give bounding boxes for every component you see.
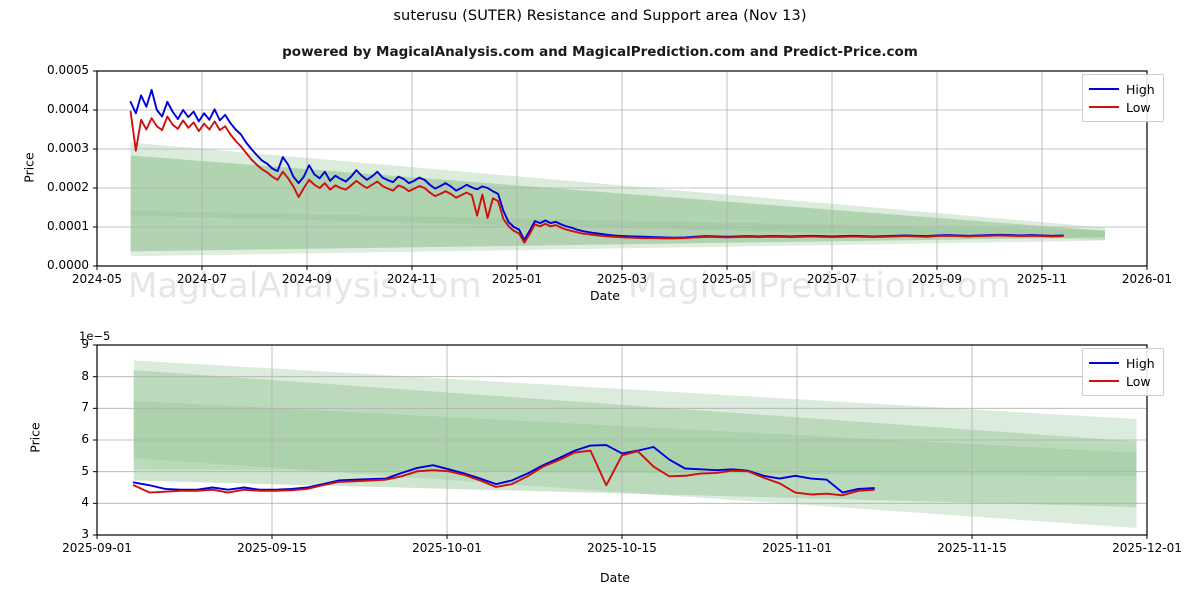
y-tick-label: 6 [81,432,89,446]
bottom-legend[interactable]: High Low [1082,348,1164,396]
y-tick-label: 0.0002 [47,180,89,194]
series-line-low [132,449,875,497]
page-title: suterusu (SUTER) Resistance and Support … [393,8,807,24]
top-legend[interactable]: High Low [1082,74,1164,122]
x-tick-label: 2025-11-01 [762,541,832,555]
y-tick-label: 7 [81,400,89,415]
legend-item-low[interactable]: Low [1089,98,1155,116]
series-line-low [129,110,1064,244]
legend-item-high-bottom[interactable]: High [1089,354,1155,372]
x-tick-label: 2026-01 [1121,272,1173,286]
x-tick-label: 2025-11-15 [937,541,1007,555]
x-tick-label: 2024-09 [281,272,333,286]
x-tick-label: 2024-07 [176,272,228,286]
x-tick-label: 2025-10-15 [587,541,657,555]
x-tick-label: 2025-01 [491,272,543,286]
y-tick-label: 8 [81,368,89,383]
band-inner-wedge [133,400,1137,477]
plot-frame [96,70,1148,267]
bottom-x-axis-label: Date [600,570,630,585]
y-tick-label: 0.0004 [47,102,89,116]
legend-item-low-bottom[interactable]: Low [1089,372,1155,390]
legend-label-low-bottom: Low [1126,373,1151,389]
y-tick-label: 0.0001 [47,219,89,233]
x-tick-label: 2025-09 [911,272,963,286]
watermark-left-bottom: MagicalAnalysis.com [128,428,482,468]
x-tick-label: 2025-10-01 [412,541,482,555]
y-tick-label: 5 [81,463,89,478]
legend-item-high[interactable]: High [1089,80,1155,98]
band-upper-wedge [133,360,1137,529]
y-tick-label: 0.0000 [47,258,89,272]
x-tick-label: 2024-05 [71,272,123,286]
band-core-band [130,155,1106,252]
x-tick-label: 2024-11 [386,272,438,286]
band-core-wedge [133,370,1137,508]
watermark-right-bottom: MagicalPrediction.com [598,428,981,468]
x-tick-label: 2025-12-01 [1112,541,1182,555]
x-tick-label: 2025-03 [596,272,648,286]
plot-frame [96,344,1148,536]
x-tick-label: 2025-11 [1016,272,1068,286]
y-tick-label: 4 [81,495,89,510]
page-subtitle: powered by MagicalAnalysis.com and Magic… [282,44,918,60]
series-line-high [132,444,875,494]
legend-label-high: High [1126,81,1155,97]
x-tick-label: 2025-05 [701,272,753,286]
bottom-y-offset-label: 1e−5 [79,329,111,343]
top-chart-plot [93,70,1148,270]
x-tick-label: 2025-09-15 [237,541,307,555]
band-lower-cone [130,210,1106,257]
top-x-axis-label: Date [590,288,620,303]
legend-swatch-low [1089,106,1119,108]
legend-label-high-bottom: High [1126,355,1155,371]
x-tick-label: 2025-09-01 [62,541,132,555]
legend-swatch-low-bottom [1089,380,1119,382]
y-tick-label: 0.0005 [47,63,89,77]
x-tick-label: 2025-07 [806,272,858,286]
y-tick-label: 3 [81,527,89,541]
legend-swatch-high-bottom [1089,362,1119,364]
legend-label-low: Low [1126,99,1151,115]
y-tick-label: 9 [81,337,89,351]
y-tick-label: 0.0003 [47,141,89,155]
legend-swatch-high [1089,88,1119,90]
